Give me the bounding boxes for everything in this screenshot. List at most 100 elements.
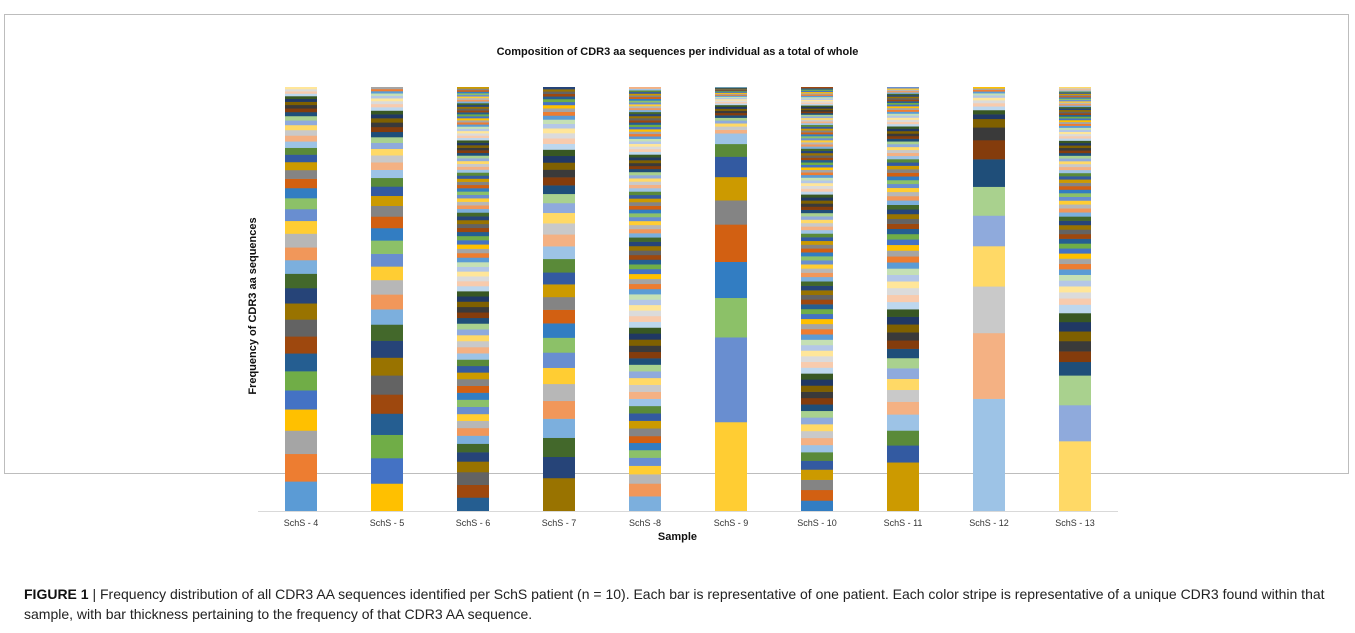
bar-segment bbox=[801, 404, 833, 412]
bar-segment bbox=[457, 399, 489, 407]
bar-segment bbox=[457, 155, 489, 159]
bar-segment bbox=[1059, 193, 1091, 197]
bar-segment bbox=[1059, 92, 1091, 94]
bar-segment bbox=[543, 93, 575, 97]
bar-segment bbox=[1059, 129, 1091, 132]
bar-segment bbox=[457, 353, 489, 360]
bar-segment bbox=[629, 384, 661, 392]
bar-segment bbox=[887, 102, 919, 105]
bar-segment bbox=[285, 120, 317, 126]
bar-segment bbox=[973, 246, 1005, 287]
bar-segment bbox=[543, 155, 575, 163]
bar-segment bbox=[801, 281, 833, 286]
bar-5 bbox=[629, 87, 661, 512]
bar-segment bbox=[371, 131, 403, 138]
bar-segment bbox=[887, 218, 919, 224]
bar-segment bbox=[1059, 103, 1091, 106]
bar-segment bbox=[629, 129, 661, 132]
bar-segment bbox=[457, 137, 489, 141]
bar-segment bbox=[801, 479, 833, 491]
bar-segment bbox=[371, 216, 403, 229]
bar-segment bbox=[629, 188, 661, 192]
bar-segment bbox=[1059, 189, 1091, 194]
bar-segment bbox=[371, 434, 403, 459]
bar-segment bbox=[715, 110, 747, 114]
bar-segment bbox=[801, 244, 833, 249]
bar-segment bbox=[629, 143, 661, 147]
bar-segment bbox=[285, 135, 317, 142]
bar-segment bbox=[629, 209, 661, 214]
bar-segment bbox=[1059, 102, 1091, 105]
bar-segment bbox=[1059, 269, 1091, 275]
bar-segment bbox=[887, 301, 919, 310]
bar-segment bbox=[887, 123, 919, 127]
bar-segment bbox=[887, 130, 919, 134]
bar-segment bbox=[801, 155, 833, 158]
bar-segment bbox=[801, 323, 833, 330]
bar-segment bbox=[457, 112, 489, 115]
bar-segment bbox=[457, 312, 489, 319]
bar-segment bbox=[1059, 186, 1091, 190]
bar-segment bbox=[629, 146, 661, 150]
bar-segment bbox=[801, 116, 833, 119]
bar-segment bbox=[887, 113, 919, 116]
bar-segment bbox=[629, 120, 661, 123]
bar-segment bbox=[973, 215, 1005, 247]
bar-segment bbox=[887, 172, 919, 177]
bar-segment bbox=[629, 371, 661, 379]
bar-segment bbox=[543, 108, 575, 113]
bar-segment bbox=[887, 294, 919, 303]
bar-segment bbox=[629, 194, 661, 199]
bar-2 bbox=[371, 87, 403, 512]
bar-segment bbox=[543, 119, 575, 124]
bar-segment bbox=[371, 110, 403, 115]
bar-segment bbox=[1059, 89, 1091, 91]
bar-segment bbox=[801, 248, 833, 253]
bar-segment bbox=[285, 319, 317, 337]
bar-segment bbox=[457, 130, 489, 134]
bar-segment bbox=[801, 93, 833, 95]
bar-segment bbox=[887, 209, 919, 215]
bar-segment bbox=[543, 258, 575, 273]
bar-segment bbox=[1059, 123, 1091, 126]
bar-segment bbox=[973, 109, 1005, 115]
bar-segment bbox=[543, 169, 575, 178]
bar-segment bbox=[371, 413, 403, 435]
bar-segment bbox=[629, 87, 661, 89]
bar-segment bbox=[887, 109, 919, 112]
bar-segment bbox=[887, 94, 919, 97]
bar-segment bbox=[887, 96, 919, 99]
bar-segment bbox=[285, 108, 317, 113]
bar-segment bbox=[629, 496, 661, 512]
bar-segment bbox=[887, 106, 919, 109]
bar-segment bbox=[457, 147, 489, 151]
bar-segment bbox=[715, 117, 747, 121]
bar-segment bbox=[629, 304, 661, 311]
bar-segment bbox=[371, 91, 403, 94]
bar-segment bbox=[973, 118, 1005, 128]
bar-segment bbox=[457, 184, 489, 189]
bar-segment bbox=[371, 148, 403, 156]
bar-segment bbox=[629, 273, 661, 280]
bar-segment bbox=[801, 203, 833, 207]
bar-segment bbox=[457, 135, 489, 139]
bar-segment bbox=[715, 337, 747, 423]
bar-8 bbox=[887, 87, 919, 512]
bar-segment bbox=[715, 112, 747, 116]
bar-segment bbox=[629, 310, 661, 317]
bar-segment bbox=[801, 191, 833, 195]
bar-segment bbox=[887, 97, 919, 100]
bar-segment bbox=[457, 235, 489, 241]
bar-segment bbox=[457, 347, 489, 354]
bar-segment bbox=[801, 209, 833, 214]
bar-segment bbox=[801, 188, 833, 192]
bar-segment bbox=[1059, 138, 1091, 141]
bar-segment bbox=[715, 224, 747, 262]
bar-segment bbox=[801, 216, 833, 220]
bar-segment bbox=[801, 159, 833, 163]
bar-segment bbox=[543, 111, 575, 116]
bar-segment bbox=[1059, 163, 1091, 168]
bar-segment bbox=[285, 91, 317, 94]
bar-segment bbox=[629, 100, 661, 103]
bar-segment bbox=[543, 234, 575, 247]
